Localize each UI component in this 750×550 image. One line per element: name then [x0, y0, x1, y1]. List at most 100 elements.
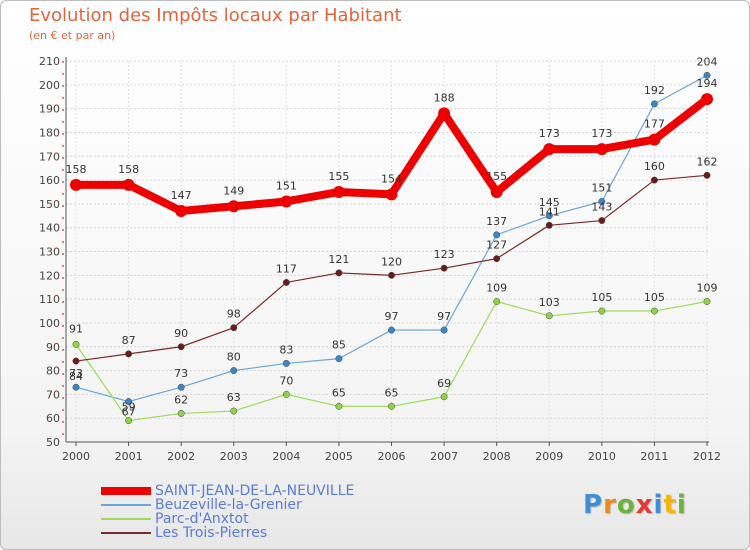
legend: SAINT-JEAN-DE-LA-NEUVILLE Beuzeville-la-…: [101, 483, 401, 541]
data-point: [438, 107, 451, 120]
brand-letter: x: [635, 490, 654, 520]
y-tick-label: 130: [39, 246, 60, 259]
y-tick-label: 160: [39, 174, 60, 187]
data-point: [175, 205, 188, 218]
y-tick-label: 120: [39, 269, 60, 282]
data-point: [440, 326, 448, 334]
data-label: 155: [328, 170, 349, 183]
data-point: [703, 171, 711, 179]
data-label: 145: [539, 196, 560, 209]
data-point: [70, 178, 82, 191]
grid-layer: [66, 60, 709, 443]
legend-swatch: [101, 504, 151, 506]
data-point: [388, 402, 395, 410]
y-tick-label: 150: [39, 198, 60, 211]
data-point: [72, 383, 80, 391]
data-label: 155: [486, 170, 507, 183]
data-point: [701, 93, 713, 106]
data-label: 109: [486, 282, 507, 295]
x-tick-label: 2006: [378, 450, 406, 463]
data-label: 127: [486, 239, 507, 252]
y-tick-label: 60: [46, 412, 60, 425]
data-label: 204: [697, 55, 718, 68]
data-label: 162: [697, 155, 718, 168]
data-label: 121: [328, 253, 349, 266]
data-label: 109: [697, 282, 718, 295]
brand-letter: P: [583, 490, 604, 520]
data-label: 120: [381, 255, 402, 268]
data-point: [125, 398, 133, 405]
data-point: [543, 143, 556, 156]
data-point: [650, 307, 658, 315]
x-tick-label: 2004: [272, 450, 300, 463]
data-label: 141: [539, 205, 560, 218]
data-point: [122, 178, 135, 191]
data-point: [280, 195, 293, 208]
data-label: 63: [227, 391, 241, 404]
x-tick-label: 2012: [693, 450, 721, 463]
y-tick-label: 210: [39, 55, 60, 68]
y-tick-label: 50: [46, 436, 60, 449]
data-label: 151: [591, 181, 612, 194]
series-layer: [70, 71, 713, 425]
chart-title: Evolution des Impôts locaux par Habitant: [29, 5, 402, 26]
data-point: [440, 393, 448, 401]
y-tick-label: 140: [39, 222, 60, 235]
data-point: [440, 264, 448, 272]
data-label: 194: [697, 77, 718, 90]
data-point: [282, 390, 290, 398]
data-point: [282, 279, 290, 286]
y-tick-label: 100: [39, 317, 60, 330]
y-tick-label: 110: [39, 293, 60, 306]
data-label: 105: [591, 291, 612, 304]
y-tick-label: 70: [46, 388, 60, 401]
data-label: 67: [122, 406, 136, 419]
data-label: 85: [332, 339, 346, 352]
data-point: [177, 409, 185, 417]
data-point: [598, 217, 606, 224]
y-tick-label: 170: [39, 150, 60, 163]
legend-label: Parc-d'Anxtot: [155, 511, 249, 527]
data-point: [177, 343, 185, 351]
data-point: [493, 298, 501, 305]
x-tick-label: 2008: [483, 450, 511, 463]
legend-swatch: [101, 518, 151, 520]
data-point: [650, 176, 658, 184]
legend-item: Beuzeville-la-Grenier: [101, 497, 401, 513]
data-label: 98: [227, 308, 241, 321]
data-label: 173: [591, 127, 612, 140]
y-tick-label: 90: [46, 341, 60, 354]
brand-letter: i: [653, 490, 664, 520]
data-label: 158: [118, 163, 139, 176]
data-label: 137: [486, 215, 507, 228]
brand-letter: r: [603, 490, 617, 520]
y-tick-label: 80: [46, 365, 60, 378]
x-tick-label: 2007: [430, 450, 458, 463]
data-point: [125, 350, 133, 358]
data-label: 91: [69, 322, 83, 335]
data-point: [490, 185, 503, 198]
data-point: [72, 357, 80, 365]
data-label: 70: [279, 374, 293, 387]
legend-item: SAINT-JEAN-DE-LA-NEUVILLE: [101, 483, 401, 499]
legend-swatch: [101, 532, 151, 534]
data-point: [493, 255, 501, 263]
data-label: 160: [644, 160, 665, 173]
x-tick-label: 2003: [220, 450, 248, 463]
data-label: 65: [332, 386, 346, 399]
data-point: [545, 212, 553, 220]
data-label: 90: [174, 327, 188, 340]
x-tick-label: 2002: [167, 450, 195, 463]
data-point: [230, 324, 238, 332]
data-label: 177: [644, 118, 665, 131]
data-point: [335, 269, 343, 277]
data-label: 147: [171, 189, 192, 202]
data-point: [335, 355, 343, 363]
data-label: 158: [66, 163, 87, 176]
data-label-layer: 73 67 73 80 83 85 97 97 137 145 151 192 204 91 59 62 63 7…: [66, 55, 718, 418]
y-tick-label: 180: [39, 126, 60, 139]
data-point: [332, 185, 345, 198]
data-label: 69: [437, 377, 451, 390]
data-point: [72, 340, 80, 348]
